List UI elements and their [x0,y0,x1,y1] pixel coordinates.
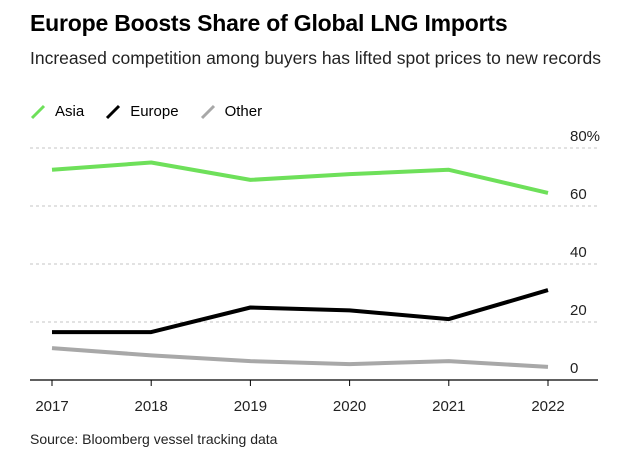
y-tick-label: 40 [570,244,587,261]
series-line-asia [51,160,549,195]
y-tick-label: 80% [570,128,600,145]
legend-item-other: Other [200,103,263,120]
legend-item-asia: Asia [30,103,84,120]
legend-label-europe: Europe [130,103,179,120]
chart-subtitle: Increased competition among buyers has l… [30,48,601,68]
x-tick-label: 2017 [35,398,68,415]
y-tick-label: 60 [570,186,587,203]
legend-swatch-other [200,104,215,119]
legend-label-other: Other [224,103,263,120]
series-line-europe [52,288,549,335]
x-tick-label: 2019 [234,398,267,415]
legend-swatch-asia [30,104,46,119]
x-tick-label: 2020 [333,398,366,415]
legend-swatch-europe [106,104,121,119]
y-tick-label: 20 [570,302,587,319]
source-note: Source: Bloomberg vessel tracking data [30,431,278,447]
x-tick-label: 2021 [432,398,465,415]
legend-item-europe: Europe [105,103,179,120]
chart-title: Europe Boosts Share of Global LNG Import… [30,10,508,36]
y-tick-label: 0 [570,360,578,377]
x-tick-label: 2018 [135,398,168,415]
legend: Asia Europe Other [30,103,283,120]
legend-label-asia: Asia [55,103,85,120]
x-tick-label: 2022 [531,398,564,415]
series-line-other [51,346,549,369]
